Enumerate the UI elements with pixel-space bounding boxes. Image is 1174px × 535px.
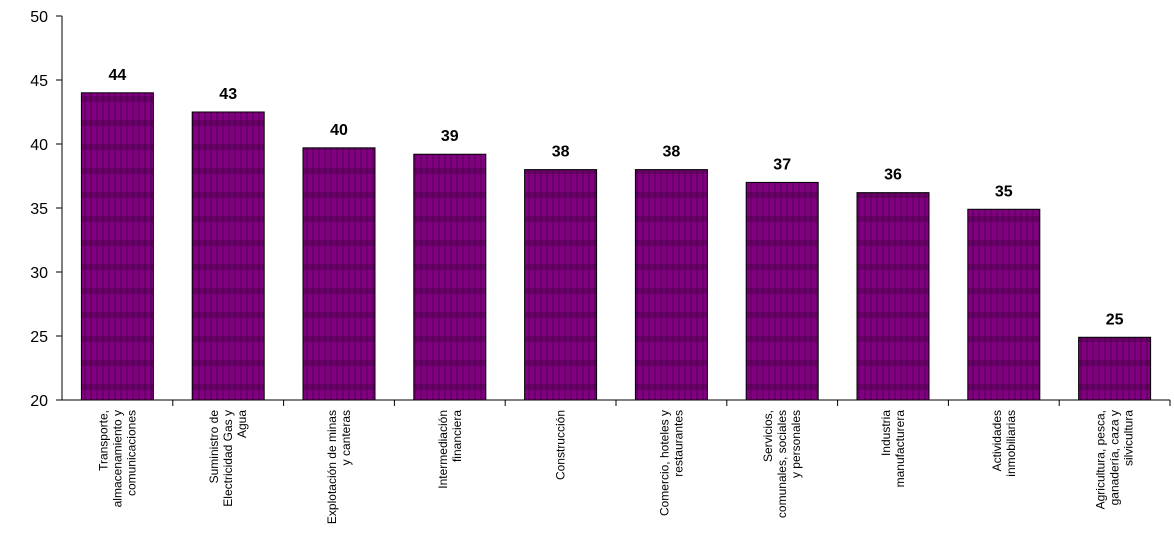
bar bbox=[302, 147, 376, 401]
value-label: 44 bbox=[109, 67, 127, 84]
bar bbox=[524, 169, 598, 401]
value-label: 38 bbox=[663, 144, 681, 161]
bar bbox=[856, 192, 930, 401]
bar bbox=[745, 181, 819, 401]
x-tick-label: Agricultura, pesca,ganadería, caza ysilv… bbox=[1094, 410, 1136, 510]
bar bbox=[80, 92, 154, 401]
bar bbox=[634, 169, 708, 401]
value-label: 38 bbox=[552, 144, 570, 161]
x-tick-label: Intermediaciónfinanciera bbox=[436, 410, 464, 489]
value-label: 37 bbox=[773, 156, 791, 173]
y-tick-label: 25 bbox=[30, 329, 48, 346]
bar bbox=[191, 111, 265, 401]
y-tick-label: 35 bbox=[30, 201, 48, 218]
x-tick-label: Transporte,almacenamiento ycomunicacione… bbox=[96, 410, 138, 507]
x-tick-label: Servicios,comunales, socialesy personale… bbox=[761, 410, 803, 518]
y-tick-label: 40 bbox=[30, 137, 48, 154]
x-tick-label: Comercio, hoteles yrestaurantes bbox=[657, 410, 685, 516]
bar bbox=[413, 153, 487, 401]
y-tick-label: 45 bbox=[30, 73, 48, 90]
y-tick-label: 50 bbox=[30, 9, 48, 26]
x-tick-label: Suministro deElectricidad Gas yAgua bbox=[207, 410, 249, 507]
x-tick-label: Industriamanufacturera bbox=[879, 410, 907, 488]
bar bbox=[1078, 336, 1152, 401]
x-tick-label: Construcción bbox=[554, 410, 568, 480]
value-label: 36 bbox=[884, 167, 902, 184]
bar bbox=[967, 208, 1041, 401]
x-tick-label: Actividadesinmobiliarias bbox=[990, 410, 1018, 477]
value-label: 35 bbox=[995, 183, 1013, 200]
y-tick-label: 20 bbox=[30, 393, 48, 410]
x-tick-label: Explotación de minasy canteras bbox=[325, 410, 353, 524]
value-label: 25 bbox=[1106, 311, 1124, 328]
value-label: 43 bbox=[219, 86, 237, 103]
value-label: 39 bbox=[441, 128, 459, 145]
value-label: 40 bbox=[330, 122, 348, 139]
y-tick-label: 30 bbox=[30, 265, 48, 282]
